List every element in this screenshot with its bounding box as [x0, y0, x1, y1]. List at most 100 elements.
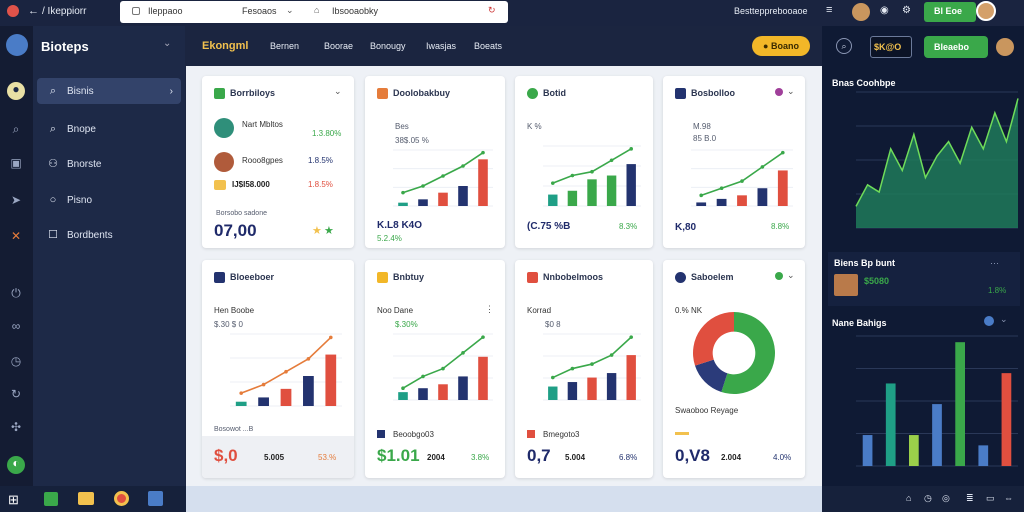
star-icon: ★: [324, 225, 334, 237]
foot-label: Bmegoto3: [543, 430, 580, 439]
search-icon[interactable]: ⌕: [836, 38, 852, 54]
refresh-icon[interactable]: ↻: [10, 387, 22, 401]
sidebar-item-label: Pisno: [67, 194, 93, 206]
more-icon[interactable]: ⋮: [485, 304, 494, 314]
address-tab-1[interactable]: Ileppaoo: [148, 6, 183, 16]
link-icon[interactable]: ∞: [11, 319, 21, 333]
card-title: Botid: [543, 88, 566, 98]
card-bosbolloo[interactable]: Bosbolloo ⌄ M.98 85 B.0 K,80 8.8%: [663, 76, 805, 248]
row-pct: 1.3.80%: [312, 129, 342, 138]
card-doolobakbuy[interactable]: Doolobakbuy Bes 38$.05 % K.L8 K4O 5.2.4%: [365, 76, 505, 248]
top-action-button[interactable]: [924, 2, 976, 22]
avatar[interactable]: [996, 38, 1014, 56]
sidebar-item-bnope[interactable]: ⌕ Bnope: [37, 116, 181, 142]
tray-icon[interactable]: ≣: [966, 493, 974, 503]
bell-icon[interactable]: ⌂: [314, 5, 320, 15]
tray-icon[interactable]: ◎: [942, 493, 950, 503]
close-icon[interactable]: ✕: [10, 229, 22, 243]
pct: 4.0%: [773, 453, 792, 462]
bar-chart: [393, 149, 493, 207]
card-nnbobelmoos[interactable]: Nnbobelmoos Korrad $0 8 Bmegoto3 0,7 5.0…: [515, 260, 653, 478]
bar: [280, 388, 292, 406]
card-bnbtuy[interactable]: Bnbtuy Noo Dane ⋮ $.30% Beoobgo03 $1.01 …: [365, 260, 505, 478]
clock-icon[interactable]: ◷: [10, 354, 22, 368]
tray-icon[interactable]: ◷: [924, 493, 932, 503]
card-saboelem[interactable]: Saboelem ⌄ 0.% NK Swaoboo Reyage 0,V8 2.…: [663, 260, 805, 478]
menu-icon[interactable]: ≡: [826, 4, 833, 16]
leaf-icon[interactable]: ◐: [7, 456, 25, 474]
chevron-down-icon[interactable]: ⌄: [334, 86, 342, 96]
tab-bonougy[interactable]: Bonougy: [370, 41, 406, 51]
stat-panel: [828, 252, 1020, 306]
profile-avatar[interactable]: [976, 1, 996, 21]
send-icon[interactable]: ➤: [10, 193, 22, 207]
stat-pct: 1.8%: [988, 286, 1007, 295]
bar: [757, 188, 768, 206]
chevron-down-icon[interactable]: ⌄: [1000, 314, 1008, 324]
data-point: [401, 386, 405, 391]
bar-chart: [543, 145, 641, 207]
chevron-down-icon[interactable]: ⌄: [286, 5, 294, 15]
settings-icon[interactable]: ⚙: [902, 5, 911, 16]
more-icon[interactable]: ⋯: [990, 258, 999, 268]
address-tab-3[interactable]: Ibsooaobky: [332, 6, 379, 16]
tab-bernen[interactable]: Bernen: [270, 41, 300, 51]
tray-icon[interactable]: ⇔: [1004, 493, 1013, 503]
data-point: [284, 369, 288, 374]
data-point: [461, 164, 465, 168]
big-value-b: 2004: [427, 453, 445, 462]
power-icon[interactable]: ⏻: [11, 286, 21, 300]
grid-app-icon[interactable]: [44, 492, 58, 506]
sidebar-item-bordbents[interactable]: ☐ Bordbents: [37, 222, 181, 248]
search-icon[interactable]: ⌕: [12, 122, 20, 136]
card-botid[interactable]: Botid K % (C.75 %B 8.3%: [515, 76, 653, 248]
address-bar[interactable]: [120, 1, 508, 23]
sidebar-item-bnorste[interactable]: ⚇ Bnorste: [37, 151, 181, 177]
square-icon: [527, 430, 535, 438]
sidebar-item-pisno[interactable]: ○ Pisno: [37, 187, 181, 213]
bar: [978, 445, 989, 466]
info-icon[interactable]: [984, 316, 994, 326]
folder-icon[interactable]: [78, 492, 94, 505]
sidebar-item-bisnis[interactable]: ⌕ Bisnis ›: [37, 78, 181, 104]
series-line: [402, 336, 484, 389]
chart-title: Bnas Coohbpe: [832, 78, 896, 88]
data-point: [570, 173, 575, 178]
address-tab-2[interactable]: Fesoaos: [242, 6, 277, 16]
globe-icon[interactable]: ✣: [10, 420, 22, 434]
back-icon[interactable]: ←: [28, 5, 39, 17]
big-value-b: 5.005: [264, 453, 285, 462]
card-borrbiloys[interactable]: Borrbiloys ⌄ Nart Mbltos 1.3.80% Rooo8gp…: [202, 76, 354, 248]
home-icon[interactable]: ●: [7, 82, 25, 100]
refresh-icon[interactable]: ↻: [488, 5, 496, 15]
tab-boeats[interactable]: Boeats: [474, 41, 503, 51]
inbox-icon[interactable]: ▣: [10, 156, 22, 170]
bar: [737, 195, 747, 206]
tray-icon[interactable]: ⌂: [906, 493, 912, 503]
data-point: [481, 335, 485, 339]
image-app-icon[interactable]: [148, 491, 163, 506]
bar: [478, 159, 488, 206]
right-action-button[interactable]: [924, 36, 988, 58]
data-point: [481, 150, 485, 155]
bar: [885, 383, 896, 466]
chevron-down-icon[interactable]: ⌄: [787, 86, 795, 96]
card-bloeeboer[interactable]: Bloeeboer Hen Boobe $.30 $ 0 Bosowot ...…: [202, 260, 354, 478]
area-chart: [855, 91, 1019, 229]
circle-icon: ○: [49, 194, 57, 206]
windows-icon[interactable]: ⊞: [8, 492, 19, 507]
tab-iwasjas[interactable]: Iwasjas: [426, 41, 457, 51]
tray-icon[interactable]: ▭: [986, 493, 995, 503]
browser-icon[interactable]: [114, 491, 129, 506]
chevron-down-icon[interactable]: ⌄: [163, 38, 172, 49]
card-title: Bloeeboer: [230, 272, 275, 282]
data-point: [329, 335, 333, 340]
avatar[interactable]: [852, 3, 870, 21]
tab-boorae[interactable]: Boorae: [324, 41, 354, 51]
bar: [606, 373, 617, 400]
series-line: [700, 152, 784, 197]
foot-label: Beoobgo03: [393, 430, 434, 439]
location-icon[interactable]: ◉: [880, 5, 889, 16]
chevron-down-icon[interactable]: ⌄: [787, 270, 795, 280]
header-action-button[interactable]: ● Boano: [752, 36, 810, 56]
